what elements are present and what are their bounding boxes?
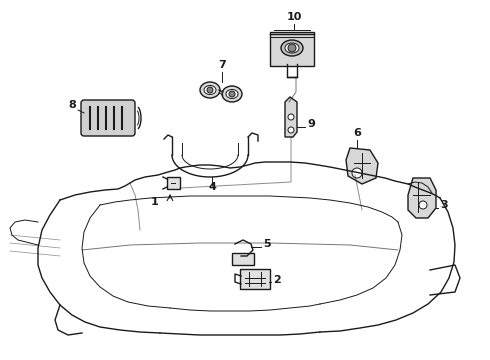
FancyBboxPatch shape [81, 100, 135, 136]
Circle shape [288, 44, 296, 52]
Circle shape [288, 114, 294, 120]
Text: 10: 10 [286, 12, 302, 22]
Circle shape [229, 91, 235, 97]
Circle shape [352, 168, 362, 178]
Circle shape [288, 127, 294, 133]
Text: 1: 1 [151, 197, 159, 207]
Polygon shape [408, 178, 436, 218]
Text: 4: 4 [208, 182, 216, 192]
Circle shape [207, 87, 213, 93]
Text: 7: 7 [218, 60, 226, 70]
Ellipse shape [222, 86, 242, 102]
Text: 6: 6 [353, 128, 361, 138]
Polygon shape [346, 148, 378, 184]
Ellipse shape [204, 86, 216, 95]
Ellipse shape [200, 82, 220, 98]
Ellipse shape [226, 90, 238, 99]
Text: 8: 8 [68, 100, 76, 110]
Text: 2: 2 [273, 275, 281, 285]
FancyBboxPatch shape [232, 253, 254, 265]
Polygon shape [285, 97, 297, 137]
Text: 9: 9 [307, 119, 315, 129]
Ellipse shape [281, 40, 303, 56]
FancyBboxPatch shape [240, 269, 270, 289]
Ellipse shape [285, 43, 299, 53]
Text: 5: 5 [263, 239, 270, 249]
Polygon shape [167, 177, 180, 189]
FancyBboxPatch shape [270, 32, 314, 66]
Text: 3: 3 [440, 200, 448, 210]
Circle shape [419, 201, 427, 209]
